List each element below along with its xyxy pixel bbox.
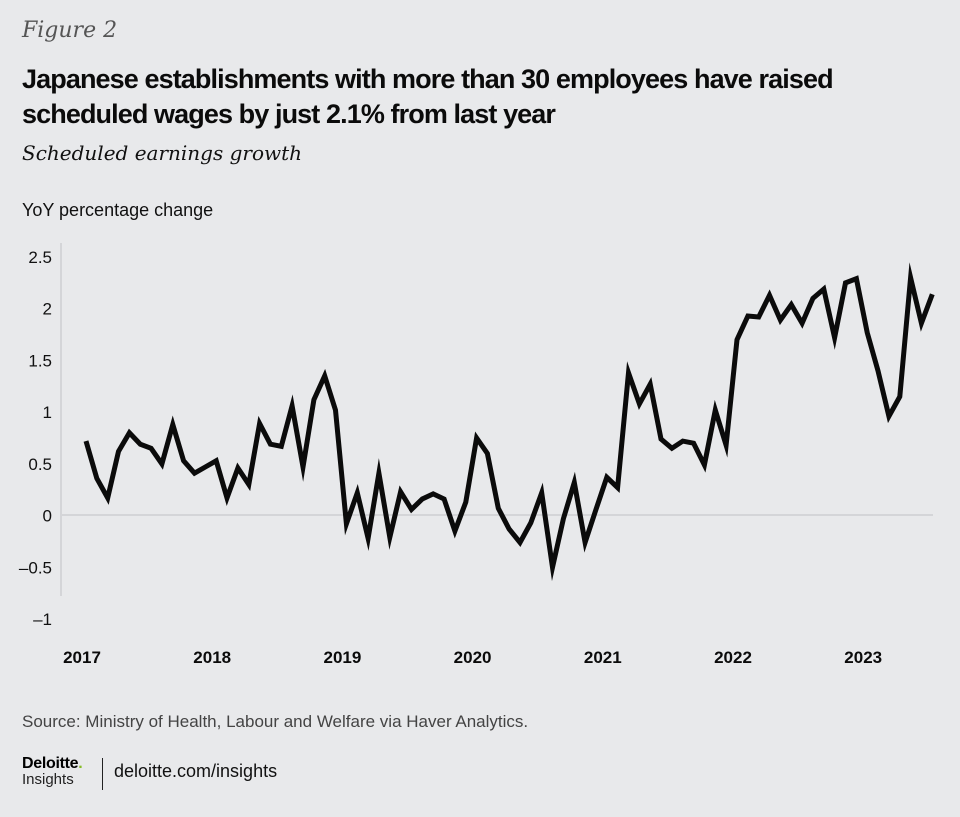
x-tick-label: 2017 — [63, 648, 101, 667]
y-tick-labels: 2.5 2 1.5 1 0.5 0 –0.5 –1 — [19, 248, 52, 629]
logo-brand: Deloitte — [22, 755, 79, 772]
x-tick-label: 2022 — [714, 648, 752, 667]
y-tick-label: –0.5 — [19, 558, 52, 577]
y-tick-label: 1.5 — [28, 351, 52, 370]
footer-divider — [102, 758, 103, 790]
chart-subtitle: Scheduled earnings growth — [22, 141, 303, 165]
series-line — [83, 262, 935, 582]
line-chart: 2.521.510.50–0.5–1 2017 2018 2019 2020 2021 2… — [19, 243, 935, 667]
logo-sub: Insights — [22, 771, 74, 788]
y-tick-label: 2.5 — [28, 248, 52, 267]
x-tick-label: 2023 — [844, 648, 882, 667]
y-tick-label: –1 — [33, 610, 52, 629]
y-tick-label: 2 — [43, 300, 52, 319]
y-tick-label: 1 — [43, 403, 52, 422]
y-tick-label: 0 — [43, 507, 52, 526]
x-tick-label: 2021 — [584, 648, 622, 667]
x-tick-label: 2020 — [454, 648, 492, 667]
y-tick-label: 0.5 — [28, 455, 52, 474]
x-tick-label: 2019 — [323, 648, 361, 667]
source-note: Source: Ministry of Health, Labour and W… — [22, 712, 529, 731]
x-tick-labels: 2017 2018 2019 2020 2021 2022 2023 — [63, 648, 882, 667]
y-axis-label: YoY percentage change — [22, 200, 214, 220]
x-tick-label: 2018 — [193, 648, 231, 667]
site-link[interactable]: deloitte.com/insights — [114, 761, 278, 781]
logo-green-dot: . — [78, 755, 83, 772]
deloitte-insights-logo: Deloitte. Insights — [22, 755, 83, 788]
figure-label: Figure 2 — [22, 18, 118, 43]
chart-title: Japanese establishments with more than 3… — [22, 64, 834, 129]
